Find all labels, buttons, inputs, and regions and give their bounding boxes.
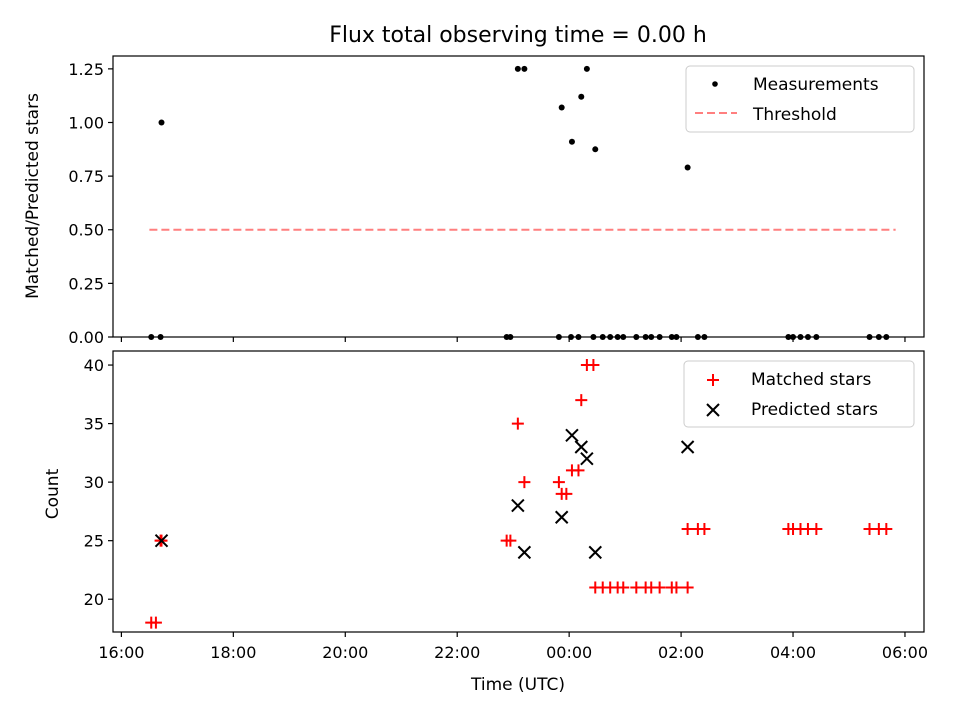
- top-y-tick-label: 0.00: [68, 328, 104, 347]
- matched-star-point: [518, 476, 531, 489]
- matched-star-point: [572, 464, 585, 477]
- matched-star-point: [617, 581, 630, 594]
- x-tick-label: 18:00: [210, 643, 256, 662]
- bottom-y-tick-label: 40: [84, 356, 104, 375]
- bottom-y-tick-label: 25: [84, 532, 104, 551]
- x-tick-label: 20:00: [322, 643, 368, 662]
- x-tick-label: 22:00: [434, 643, 480, 662]
- predicted-star-point: [554, 510, 569, 524]
- predicted-star-point: [680, 440, 695, 454]
- bottom-y-tick-label: 20: [84, 590, 104, 609]
- bottom-y-axis-label: Count: [43, 468, 63, 519]
- matched-star-point: [560, 487, 573, 500]
- bottom-plot-marks: [145, 359, 893, 629]
- top-y-tick-label: 0.75: [68, 167, 104, 186]
- top-plot-frame: [112, 55, 925, 338]
- legend-measurements-marker: [712, 81, 718, 87]
- matched-star-point: [653, 581, 666, 594]
- matched-star-point: [575, 394, 588, 407]
- x-tick-label: 16:00: [98, 643, 144, 662]
- matched-star-point: [587, 359, 600, 372]
- measurement-point: [158, 119, 165, 126]
- panel-star-counts: Count Time (UTC) 20 25 30 35 40 16:00 18:00 20…: [43, 350, 928, 695]
- measurement-point: [583, 65, 590, 72]
- chart-title: Flux total observing time = 0.00 h: [329, 23, 707, 48]
- legend-predicted-label: Predicted stars: [751, 400, 878, 420]
- predicted-star-point: [588, 545, 602, 560]
- top-y-tick-label: 0.25: [68, 274, 104, 293]
- measurement-point: [514, 65, 521, 72]
- predicted-star-point: [517, 545, 532, 560]
- top-y-tick-label: 0.50: [68, 221, 104, 240]
- matched-star-point: [681, 522, 694, 535]
- bottom-plot-frame: [112, 350, 925, 633]
- x-tick-label: 04:00: [770, 643, 816, 662]
- matched-star-point: [149, 616, 162, 629]
- legend-threshold-label: Threshold: [752, 105, 837, 125]
- top-y-ticks: 0.00 0.25 0.50 0.75 1.00 1.25: [68, 60, 113, 347]
- legend-matched-marker: [707, 374, 719, 386]
- x-tick-label: 02:00: [658, 643, 704, 662]
- top-y-tick-label: 1.00: [68, 113, 104, 132]
- top-y-axis-label: Matched/Predicted stars: [23, 93, 43, 299]
- predicted-star-point: [580, 452, 594, 466]
- bottom-y-tick-label: 35: [84, 415, 104, 434]
- x-tick-label: 00:00: [546, 643, 592, 662]
- legend-measurements-label: Measurements: [753, 75, 879, 95]
- predicted-star-point: [565, 428, 579, 443]
- bottom-y-tick-label: 30: [84, 473, 104, 492]
- top-legend-box: [685, 65, 915, 133]
- top-y-tick-label: 1.25: [68, 60, 104, 79]
- measurement-point: [684, 164, 691, 171]
- bottom-legend: Matched stars Predicted stars: [683, 360, 915, 428]
- panel-flux-ratio: Flux total observing time = 0.00 h Match…: [23, 23, 925, 347]
- matched-star-point: [698, 522, 711, 535]
- top-legend: Measurements Threshold: [685, 65, 915, 133]
- matched-star-point: [511, 417, 524, 430]
- matched-star-point: [552, 476, 565, 489]
- legend-predicted-marker: [706, 403, 720, 417]
- measurement-point: [558, 104, 565, 111]
- predicted-star-point: [511, 498, 525, 513]
- measurement-point: [568, 138, 575, 145]
- x-axis-label: Time (UTC): [470, 675, 565, 695]
- matched-star-point: [810, 522, 823, 535]
- matched-star-point: [681, 581, 694, 594]
- matched-star-point: [504, 534, 517, 547]
- measurement-point: [592, 146, 599, 153]
- x-tick-label: 06:00: [882, 643, 928, 662]
- bottom-legend-box: [683, 360, 915, 428]
- predicted-star-point: [574, 440, 588, 454]
- bottom-y-ticks: 20 25 30 35 40: [84, 356, 113, 609]
- measurement-point: [521, 65, 528, 72]
- bottom-x-ticks: 16:00 18:00 20:00 22:00 00:00 02:00 04:00 06:00: [98, 632, 928, 662]
- matched-star-point: [670, 581, 683, 594]
- legend-matched-label: Matched stars: [751, 370, 871, 390]
- matched-star-point: [880, 522, 893, 535]
- predicted-star-point: [154, 533, 169, 548]
- measurement-point: [578, 93, 585, 100]
